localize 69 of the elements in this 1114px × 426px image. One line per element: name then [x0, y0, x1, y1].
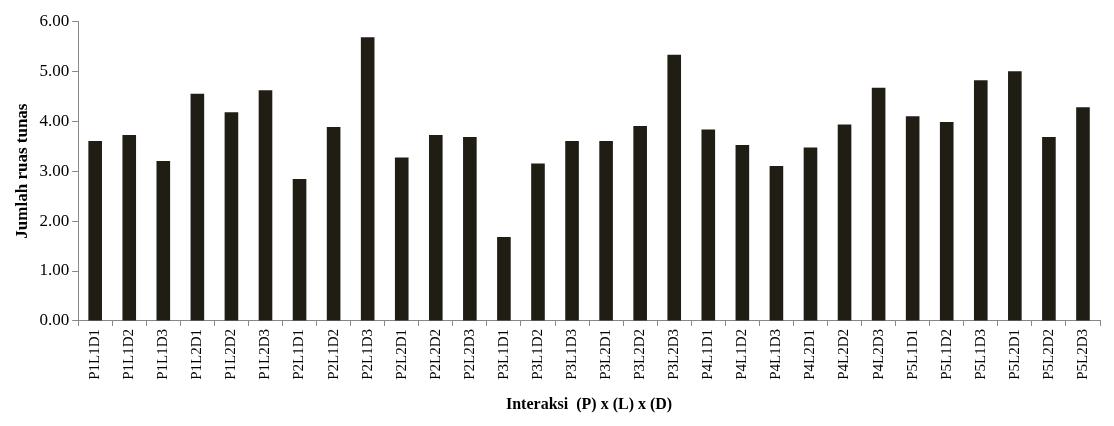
bar — [803, 147, 818, 321]
y-axis-title: Jumlah ruas tunas — [11, 103, 31, 239]
bar — [939, 122, 954, 321]
x-tick-label: P1L1D3 — [154, 328, 171, 380]
bar — [531, 163, 545, 321]
x-tick-label: P2L2D1 — [392, 328, 409, 380]
x-tick-label: P2L2D2 — [426, 328, 443, 380]
bar — [1076, 107, 1090, 321]
x-tick-label: P3L2D2 — [631, 328, 648, 380]
bar — [565, 141, 579, 321]
y-tick-label: 0.00 — [39, 310, 70, 330]
x-tick-label: P5L1D2 — [937, 328, 954, 380]
x-tick-label: P3L2D1 — [597, 328, 614, 380]
bar — [599, 141, 613, 321]
y-tick-label: 4.00 — [39, 110, 70, 130]
x-tick-label: P4L1D2 — [733, 328, 750, 380]
x-tick-label: P4L2D1 — [801, 328, 818, 380]
x-tick-label: P3L2D3 — [665, 328, 682, 380]
bar — [156, 161, 171, 321]
bar — [497, 237, 511, 321]
x-tick-label: P2L2D3 — [460, 328, 477, 380]
x-tick-label: P3L1D3 — [562, 328, 579, 380]
x-tick-label: P5L1D3 — [971, 328, 988, 380]
x-tick-label: P1L1D1 — [86, 328, 103, 380]
x-tick-label: P4L1D3 — [767, 328, 784, 380]
bar — [1042, 137, 1056, 321]
bar — [463, 137, 477, 321]
x-tick-label: P1L2D3 — [256, 328, 273, 380]
x-tick-label: P5L2D2 — [1039, 328, 1056, 380]
bar — [973, 80, 988, 321]
x-tick-label: P2L1D2 — [324, 328, 341, 380]
x-tick-label: P4L2D2 — [835, 328, 852, 380]
x-tick-label: P1L2D1 — [188, 328, 205, 380]
x-tick-label: P5L2D3 — [1073, 328, 1090, 380]
x-tick-label: P1L1D2 — [120, 328, 137, 380]
bar — [258, 90, 273, 321]
bar — [292, 179, 307, 321]
bar — [122, 135, 137, 321]
y-tick-label: 6.00 — [39, 10, 70, 30]
y-tick-label: 2.00 — [39, 210, 70, 230]
x-tick-label: P3L1D2 — [528, 328, 545, 380]
bar — [190, 93, 205, 321]
bar — [701, 129, 716, 321]
x-tick-label: P4L1D1 — [699, 328, 716, 380]
x-tick-label: P2L1D3 — [358, 328, 375, 380]
y-tick-label: 5.00 — [39, 60, 70, 80]
y-tick-label: 1.00 — [39, 260, 70, 280]
bar — [224, 112, 239, 321]
bar — [394, 157, 409, 321]
x-tick-label: P5L1D1 — [903, 328, 920, 380]
x-tick-label: P5L2D1 — [1005, 328, 1022, 380]
bar — [735, 145, 750, 321]
bar — [88, 141, 102, 321]
bar — [667, 54, 682, 321]
x-tick-label: P2L1D1 — [290, 328, 307, 380]
bar — [360, 37, 375, 321]
bar — [428, 135, 443, 321]
bar — [905, 116, 920, 321]
bar — [837, 124, 852, 321]
x-tick-label: P4L2D3 — [869, 328, 886, 380]
x-tick-label: P3L1D1 — [494, 328, 511, 380]
bar — [326, 127, 341, 321]
x-tick-label: P1L2D2 — [222, 328, 239, 380]
y-tick-label: 3.00 — [39, 160, 70, 180]
bar — [1008, 71, 1022, 321]
x-axis-title: Interaksi (P) x (L) x (D) — [505, 394, 673, 413]
bar — [871, 87, 886, 321]
bar — [633, 126, 647, 321]
bar — [769, 166, 784, 321]
